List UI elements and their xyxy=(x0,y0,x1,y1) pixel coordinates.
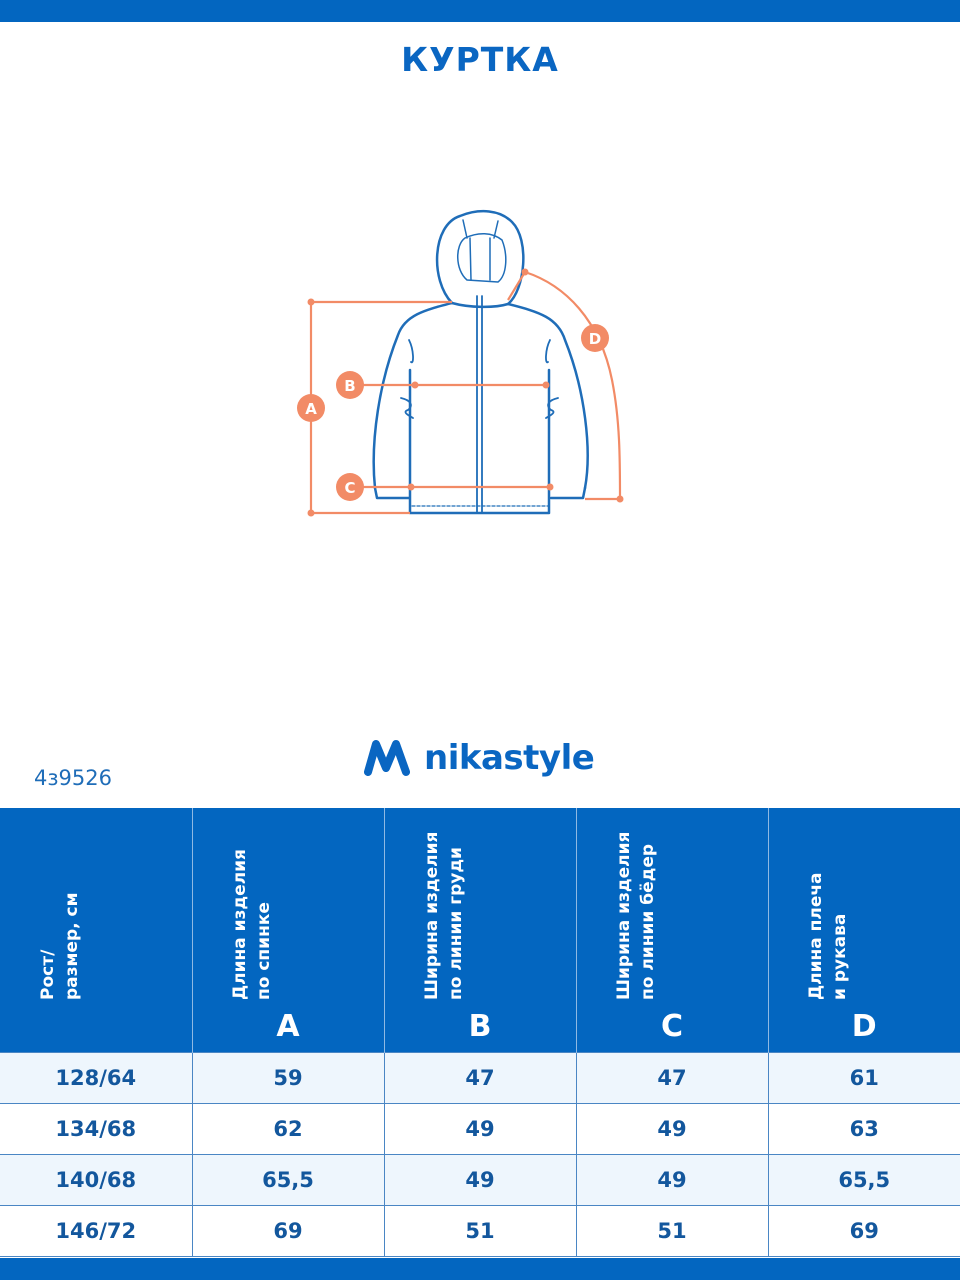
cell-b: 51 xyxy=(383,1205,577,1257)
header-b: Ширина изделия по линии груди B xyxy=(384,808,577,1053)
cell-a: 65,5 xyxy=(191,1154,385,1206)
table-row: 128/64 59 47 47 61 xyxy=(0,1052,960,1104)
header-height-size: Рост/ размер, см xyxy=(0,808,193,1053)
cell-c: 51 xyxy=(575,1205,769,1257)
cell-b: 49 xyxy=(383,1103,577,1155)
size-table: Рост/ размер, см Длина изделия по спинке… xyxy=(0,808,960,1257)
marker-a: A xyxy=(297,394,325,422)
cell-a: 69 xyxy=(191,1205,385,1257)
jacket-diagram: A B C D xyxy=(297,209,624,517)
cell-c: 49 xyxy=(575,1154,769,1206)
cell-c: 49 xyxy=(575,1103,769,1155)
svg-text:D: D xyxy=(589,330,601,348)
cell-d: 63 xyxy=(767,1103,960,1155)
cell-size: 146/72 xyxy=(0,1205,193,1257)
marker-d: D xyxy=(581,324,609,352)
logo-wave-icon xyxy=(364,740,410,776)
top-bar xyxy=(0,0,960,22)
marker-b: B xyxy=(336,371,364,399)
cell-size: 140/68 xyxy=(0,1154,193,1206)
cell-d: 65,5 xyxy=(767,1154,960,1206)
svg-text:A: A xyxy=(305,400,317,418)
header-a: Длина изделия по спинке A xyxy=(192,808,385,1053)
marker-c: C xyxy=(336,473,364,501)
table-row: 134/68 62 49 49 63 xyxy=(0,1103,960,1155)
table-row: 146/72 69 51 51 69 xyxy=(0,1205,960,1257)
header-c: Ширина изделия по линии бёдер C xyxy=(576,808,769,1053)
page-title: КУРТКА xyxy=(401,40,559,79)
table-row: 140/68 65,5 49 49 65,5 xyxy=(0,1154,960,1206)
cell-c: 47 xyxy=(575,1052,769,1104)
cell-b: 49 xyxy=(383,1154,577,1206)
brand-logo: nikastyle xyxy=(364,738,595,778)
cell-a: 62 xyxy=(191,1103,385,1155)
svg-text:C: C xyxy=(344,479,355,497)
cell-d: 61 xyxy=(767,1052,960,1104)
cell-a: 59 xyxy=(191,1052,385,1104)
bottom-bar xyxy=(0,1258,960,1280)
jacket-outline xyxy=(372,209,589,515)
measurement-dots xyxy=(307,268,624,517)
cell-size: 128/64 xyxy=(0,1052,193,1104)
cell-b: 47 xyxy=(383,1052,577,1104)
svg-text:B: B xyxy=(344,377,355,395)
cell-size: 134/68 xyxy=(0,1103,193,1155)
cell-d: 69 xyxy=(767,1205,960,1257)
article-number: 4з9526 xyxy=(34,766,112,790)
header-d: Длина плеча и рукава D xyxy=(768,808,960,1053)
brand-name: nikastyle xyxy=(424,738,595,778)
